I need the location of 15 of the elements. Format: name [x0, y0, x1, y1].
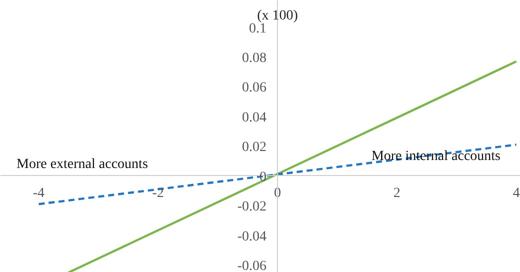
x-tick-label: 2 [393, 186, 400, 201]
x-tick-label: 0 [274, 186, 282, 201]
y-tick-label: 0.02 [242, 140, 267, 156]
y-tick-label: -0.06 [237, 259, 267, 272]
y-tick-label: 0.08 [242, 50, 267, 66]
y-tick-label: 0.06 [242, 80, 267, 96]
x-tick-label: 4 [512, 186, 520, 201]
x-tick-label: -2 [152, 186, 164, 201]
annotation: More external accounts [16, 156, 148, 172]
y-tick-label: -0.02 [237, 200, 267, 215]
y-tick-label: 0.1 [249, 21, 267, 36]
y-tick-label: -0.04 [237, 229, 267, 244]
x-tick-label: -4 [32, 186, 45, 201]
y-axis-title: (x 100) [257, 8, 298, 24]
y-tick-label: 0.04 [242, 110, 267, 126]
